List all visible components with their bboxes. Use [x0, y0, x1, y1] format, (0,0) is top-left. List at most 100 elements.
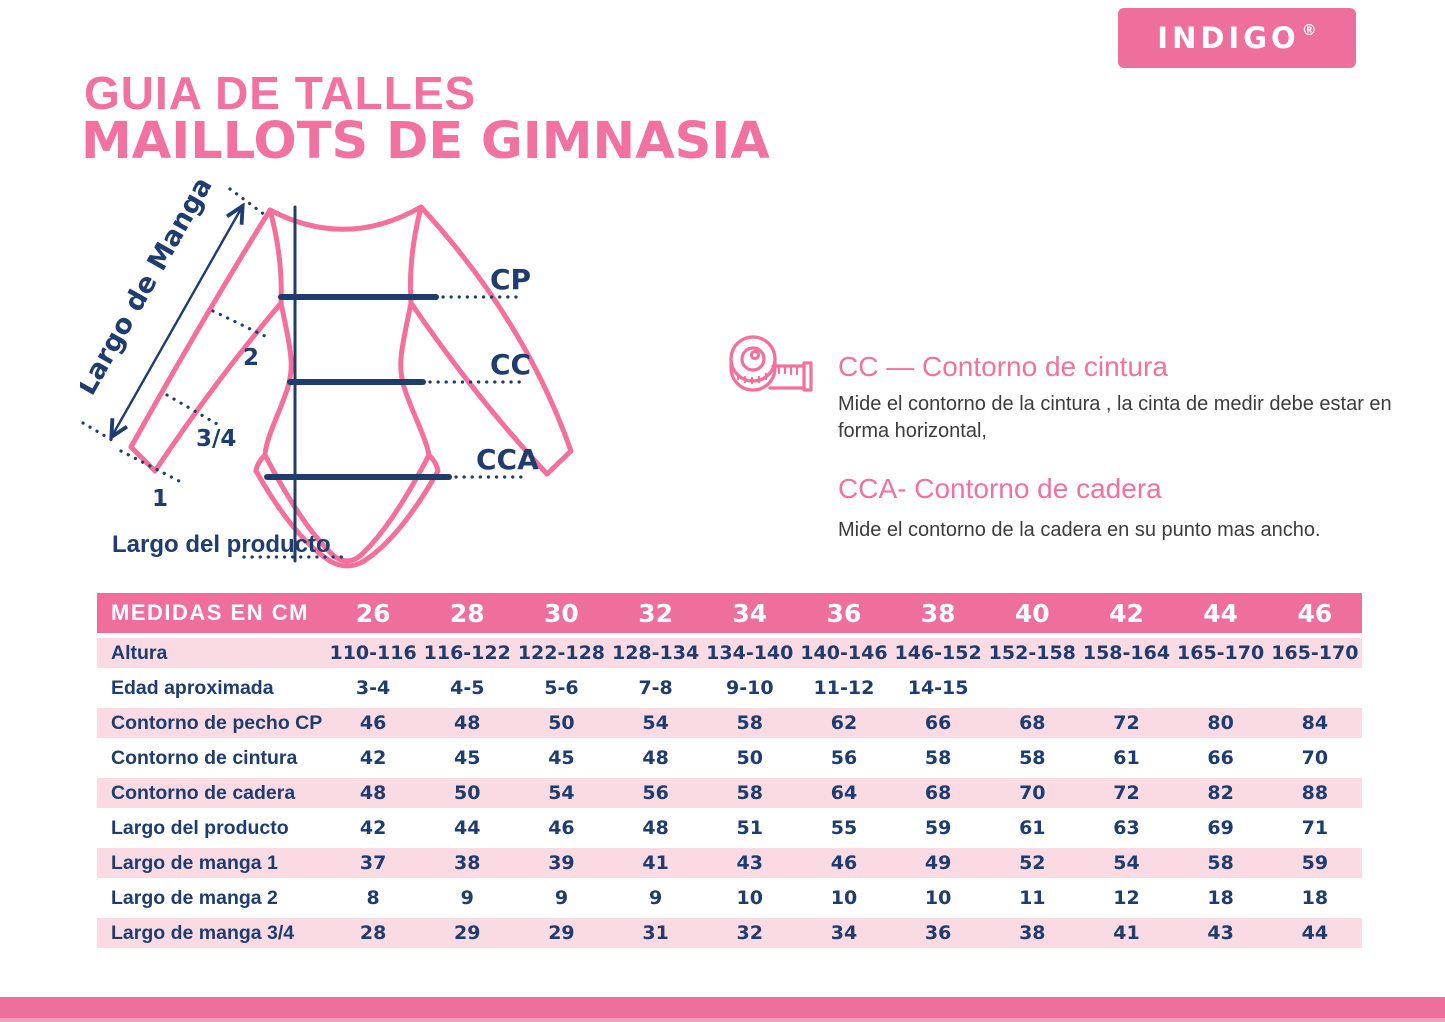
row-label: Contorno de cintura	[111, 746, 298, 769]
cell-value: 58	[702, 708, 797, 738]
cell-value: 9	[554, 887, 569, 909]
cell-value: 29	[420, 918, 515, 948]
cell-value: 9-10	[726, 677, 774, 699]
table-row: Contorno de cintura 42 45 45 48 50 56 58 58 61 66 7…	[97, 743, 1362, 773]
cell-value: 69	[1207, 817, 1234, 839]
cell-value: 58	[1019, 747, 1046, 769]
registered-mark: ®	[1301, 21, 1317, 39]
cell-value: 46	[548, 817, 575, 839]
cell-value	[1174, 673, 1268, 703]
cell-value: 18	[1301, 887, 1329, 909]
brand-logo-text: INDIGO	[1157, 21, 1300, 55]
cca-description: Mide el contorno de la cadera en su punt…	[838, 519, 1321, 541]
cell-value: 70	[985, 778, 1080, 808]
size-column-header: 34	[702, 593, 797, 633]
cell-value: 14-15	[907, 677, 969, 699]
size-column-header: 28	[420, 593, 515, 633]
cell-value: 11	[1019, 887, 1046, 909]
row-label: Largo de manga 1	[97, 848, 326, 878]
cell-value: 68	[985, 708, 1080, 738]
cell-value: 10	[736, 887, 763, 909]
cell-value: 37	[326, 848, 421, 878]
cell-value: 11-12	[813, 677, 875, 699]
cell-value: 110-116	[326, 638, 421, 668]
cell-value: 165-170	[1173, 638, 1268, 668]
table-row: Edad aproximada 3-4 4-5 5-6 7-8 9-10 11-12 14-1…	[97, 673, 1362, 703]
cell-value: 51	[736, 817, 763, 839]
sleeve-mark-2-label: 2	[243, 345, 259, 371]
size-column-header: 38	[891, 593, 986, 633]
cell-value	[1268, 673, 1362, 703]
row-label: Edad aproximada	[111, 676, 274, 699]
size-column-header: 46	[1267, 593, 1362, 633]
cell-value: 50	[514, 708, 609, 738]
cell-value: 116-122	[420, 638, 515, 668]
cell-value: 8	[366, 887, 380, 909]
row-label: Largo de manga 3/4	[97, 918, 326, 948]
cell-value: 56	[608, 778, 703, 808]
cc-heading: CC — Contorno de cintura	[838, 351, 1168, 382]
cell-value: 58	[924, 747, 952, 769]
cell-value: 165-170	[1267, 638, 1362, 668]
cell-value: 32	[702, 918, 797, 948]
cell-value: 12	[1113, 887, 1140, 909]
cell-value: 71	[1301, 817, 1329, 839]
cell-value: 72	[1079, 708, 1174, 738]
cell-value: 28	[326, 918, 421, 948]
cell-value: 80	[1173, 708, 1268, 738]
cell-value: 152-158	[985, 638, 1080, 668]
cell-value: 39	[514, 848, 609, 878]
cell-value: 158-164	[1079, 638, 1174, 668]
size-table-head-row: MEDIDAS EN CM 26 28 30 32 34 36 38 40 42 44 46	[97, 593, 1362, 633]
cell-value: 10	[830, 887, 858, 909]
measuring-tape-icon	[729, 335, 813, 392]
cell-value: 48	[420, 708, 515, 738]
table-row: Largo del producto 42 44 46 48 51 55 59 61 63 69 71	[97, 813, 1362, 843]
table-row: Altura 110-116 116-122 122-128 128-134 134-14…	[97, 638, 1362, 668]
footer-accent-bar	[0, 997, 1445, 1022]
leotard-outline	[128, 204, 574, 569]
cell-value: 46	[326, 708, 421, 738]
cell-value: 50	[420, 778, 515, 808]
cell-value: 34	[796, 918, 892, 948]
cell-value	[985, 673, 1079, 703]
cell-value: 45	[548, 747, 575, 769]
size-table-wrap: MEDIDAS EN CM 26 28 30 32 34 36 38 40 42 44 46 Alt…	[97, 588, 1362, 953]
cell-value: 42	[359, 817, 387, 839]
cell-value: 58	[1173, 848, 1268, 878]
cell-value: 5-6	[544, 677, 579, 699]
sleeve-mark-34-label: 3/4	[196, 426, 236, 452]
cell-value: 45	[454, 747, 481, 769]
row-label: Contorno de pecho CP	[97, 708, 326, 738]
cell-value: 128-134	[608, 638, 703, 668]
cell-value: 54	[608, 708, 703, 738]
cell-value: 64	[796, 778, 892, 808]
cell-value: 55	[830, 817, 858, 839]
cell-value: 3-4	[355, 677, 391, 699]
page-title: GUIA DE TALLES	[84, 67, 477, 119]
cell-value: 36	[891, 918, 986, 948]
cell-value: 63	[1113, 817, 1140, 839]
cell-value: 82	[1173, 778, 1268, 808]
cell-value	[1079, 673, 1173, 703]
table-row: Largo de manga 2 8 9 9 9 10 10 10 11 12 18 18	[97, 883, 1362, 913]
cell-value: 41	[1079, 918, 1174, 948]
cell-value: 9	[460, 887, 474, 909]
size-table: MEDIDAS EN CM 26 28 30 32 34 36 38 40 42 44 46 Alt…	[97, 588, 1362, 953]
cell-value: 43	[702, 848, 797, 878]
row-label: Largo de manga 2	[111, 886, 278, 909]
size-column-header: 36	[796, 593, 892, 633]
cell-value: 4-5	[450, 677, 485, 699]
cell-value: 140-146	[796, 638, 892, 668]
cell-value: 43	[1173, 918, 1268, 948]
cell-value: 41	[608, 848, 703, 878]
cell-value: 68	[891, 778, 986, 808]
size-column-header: 42	[1079, 593, 1174, 633]
size-table-body: Altura 110-116 116-122 122-128 128-134 134-14…	[97, 638, 1362, 948]
row-label: Largo del producto	[111, 816, 289, 839]
cell-value: 56	[830, 747, 858, 769]
cp-label: CP	[490, 263, 531, 296]
cell-value: 70	[1301, 747, 1329, 769]
brand-logo: INDIGO ®	[1118, 8, 1356, 68]
